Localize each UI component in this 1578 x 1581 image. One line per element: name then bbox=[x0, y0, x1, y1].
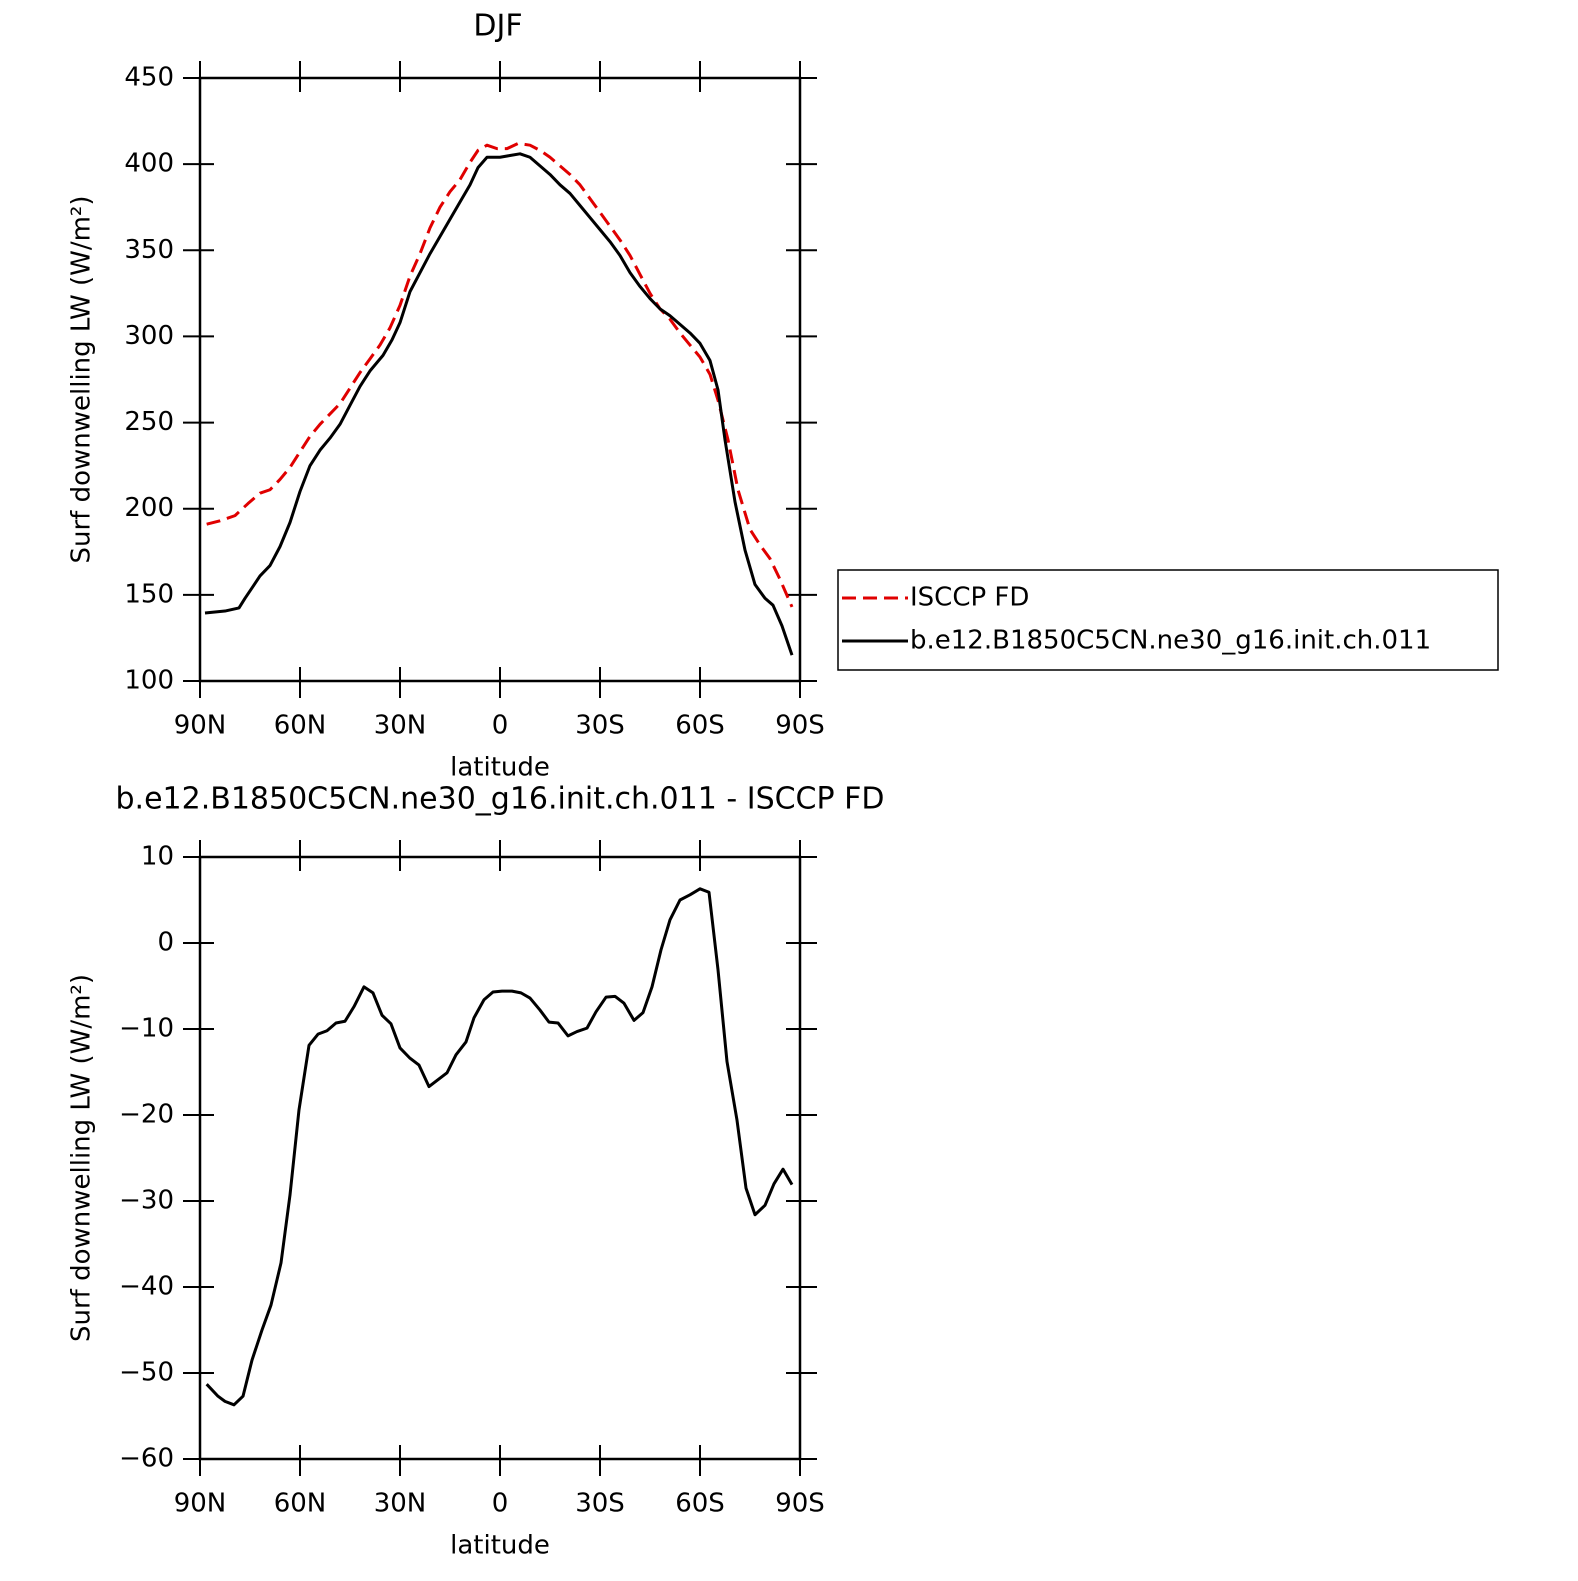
x-axis-label: latitude bbox=[450, 753, 550, 783]
y-tick-label: 250 bbox=[124, 407, 174, 437]
y-tick-label: 10 bbox=[141, 842, 174, 872]
y-tick-label: −30 bbox=[119, 1186, 174, 1216]
x-tick-label: 30S bbox=[575, 1489, 625, 1519]
y-tick-label: −60 bbox=[119, 1444, 174, 1474]
x-tick-label: 60N bbox=[274, 1489, 327, 1519]
legend-box bbox=[837, 569, 1499, 671]
x-tick-label: 30S bbox=[575, 711, 625, 741]
y-tick-label: 400 bbox=[124, 149, 174, 179]
x-tick-label: 90N bbox=[174, 711, 227, 741]
y-tick-label: −10 bbox=[119, 1014, 174, 1044]
plot-frame bbox=[198, 76, 802, 683]
x-tick-label: 90N bbox=[174, 1489, 227, 1519]
x-tick-label: 30N bbox=[374, 711, 427, 741]
y-axis-label: Surf downwelling LW (W/m²) bbox=[67, 196, 97, 564]
y-tick-label: −20 bbox=[119, 1100, 174, 1130]
data-line bbox=[206, 141, 794, 608]
data-line bbox=[205, 887, 794, 1407]
x-tick-label: 60N bbox=[274, 711, 327, 741]
y-tick-label: 350 bbox=[124, 235, 174, 265]
x-tick-label: 30N bbox=[374, 1489, 427, 1519]
chart-title: DJF bbox=[473, 9, 522, 44]
plot-frame bbox=[198, 855, 802, 1461]
y-tick-label: 0 bbox=[157, 928, 174, 958]
x-tick-label: 90S bbox=[775, 1489, 825, 1519]
data-line bbox=[204, 152, 794, 656]
y-tick-label: 450 bbox=[124, 63, 174, 93]
y-tick-label: −40 bbox=[119, 1272, 174, 1302]
x-tick-label: 60S bbox=[675, 1489, 725, 1519]
y-tick-label: 200 bbox=[124, 493, 174, 523]
y-tick-label: 100 bbox=[124, 666, 174, 696]
legend: ISCCP FD b.e12.B1850C5CN.ne30_g16.init.ch… bbox=[837, 569, 1499, 671]
y-tick-label: −50 bbox=[119, 1358, 174, 1388]
x-axis-label: latitude bbox=[450, 1531, 550, 1561]
legend-label: b.e12.B1850C5CN.ne30_g16.init.ch.011 bbox=[910, 626, 1431, 656]
chart-title: b.e12.B1850C5CN.ne30_g16.init.ch.011 - I… bbox=[116, 782, 885, 817]
y-tick-label: 150 bbox=[124, 579, 174, 609]
legend-label: ISCCP FD bbox=[910, 583, 1029, 613]
x-tick-label: 0 bbox=[492, 1489, 509, 1519]
y-tick-label: 300 bbox=[124, 321, 174, 351]
x-tick-label: 90S bbox=[775, 711, 825, 741]
x-tick-label: 0 bbox=[492, 711, 509, 741]
y-axis-label: Surf downwelling LW (W/m²) bbox=[67, 974, 97, 1342]
x-tick-label: 60S bbox=[675, 711, 725, 741]
